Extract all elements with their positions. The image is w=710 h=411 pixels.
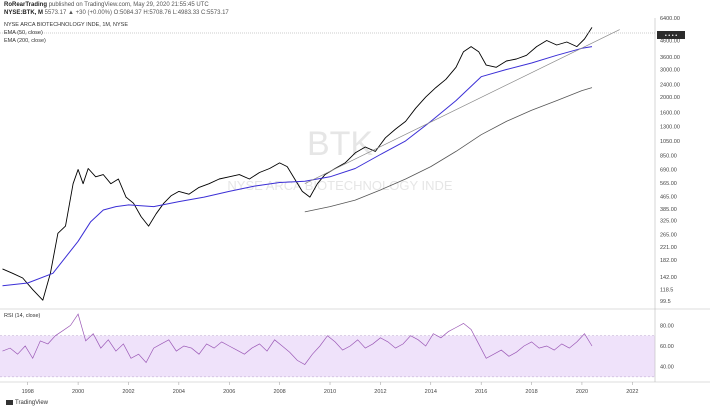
time-tick-label: 2012 bbox=[374, 389, 386, 395]
price-line bbox=[2, 27, 593, 301]
price-tick-label: 1050.00 bbox=[660, 139, 680, 145]
time-tick-label: 2002 bbox=[122, 389, 134, 395]
price-tick-label: 118.5 bbox=[660, 287, 673, 293]
price-tick-label: 385.00 bbox=[660, 207, 677, 213]
watermark-name: NYSE ARCA BIOTECHNOLOGY INDE bbox=[227, 178, 452, 193]
time-tick-label: 2016 bbox=[475, 389, 487, 395]
rsi-line bbox=[2, 313, 593, 365]
ema-50-line bbox=[2, 46, 593, 287]
rsi-tick-label: 40.00 bbox=[660, 365, 674, 371]
ohlc-values: 5573.17 ▲ +30 (+0.00%) O:5084.37 H:5708.… bbox=[44, 10, 229, 16]
brand-label: TradingView bbox=[15, 400, 49, 407]
price-tick-label: 3000.00 bbox=[660, 68, 680, 74]
price-tick-label: 465.00 bbox=[660, 194, 677, 200]
price-tick-label: 325.00 bbox=[660, 219, 677, 225]
tradingview-brand[interactable]: TradingView bbox=[6, 400, 48, 406]
time-tick-label: 2008 bbox=[274, 389, 286, 395]
price-tick-label: 221.00 bbox=[660, 245, 677, 251]
time-tick-label: 2018 bbox=[525, 389, 537, 395]
price-tick-label: 142.00 bbox=[660, 275, 677, 281]
price-tick-label: 182.00 bbox=[660, 258, 677, 264]
ema-200-line bbox=[304, 87, 593, 213]
watermark-ticker: BTK bbox=[307, 125, 373, 163]
publish-line: RoRearTrading published on TradingView.c… bbox=[4, 2, 209, 9]
rsi-tick-label: 60.00 bbox=[660, 344, 674, 350]
legend-ema-50: EMA (50, close) bbox=[4, 30, 43, 36]
time-tick-label: 2006 bbox=[223, 389, 235, 395]
rsi-title: RSI (14, close) bbox=[4, 313, 41, 319]
axes: 6400.00 4600.00 3600.00 3000.00 2400.00 2000.… bbox=[0, 16, 710, 395]
price-tick-label: 1300.00 bbox=[660, 124, 680, 130]
price-tick-label: 3600.00 bbox=[660, 55, 680, 61]
time-tick-label: 2004 bbox=[173, 389, 185, 395]
time-tick-label: 2014 bbox=[425, 389, 437, 395]
trend-line bbox=[304, 29, 620, 185]
price-tick-label: 1600.00 bbox=[660, 110, 680, 116]
rsi-band bbox=[0, 335, 655, 378]
chart-title: NYSE ARCA BIOTECHNOLOGY INDE, 1M, NYSE bbox=[4, 22, 128, 28]
price-tick-label: 565.00 bbox=[660, 181, 677, 187]
time-tick-label: 2010 bbox=[324, 389, 336, 395]
price-tick-label: 690.00 bbox=[660, 167, 677, 173]
legend-ema-200: EMA (200, close) bbox=[4, 38, 46, 44]
price-tick-label: 6400.00 bbox=[660, 16, 680, 22]
time-tick-label: 2022 bbox=[626, 389, 638, 395]
publish-info: published on TradingView.com, May 29, 20… bbox=[48, 2, 209, 8]
watermark: BTK NYSE ARCA BIOTECHNOLOGY INDE bbox=[227, 125, 452, 193]
price-tick-label: 850.00 bbox=[660, 153, 677, 159]
tradingview-logo-icon bbox=[6, 400, 13, 405]
time-tick-label: 2020 bbox=[576, 389, 588, 395]
price-series-layer bbox=[2, 27, 620, 301]
price-tick-label: 4600.00 bbox=[660, 38, 680, 44]
rsi-tick-label: 80.00 bbox=[660, 323, 674, 329]
rsi-band-fill bbox=[0, 335, 655, 377]
price-tick-label: 265.00 bbox=[660, 233, 677, 239]
last-price-label: • • • • bbox=[665, 33, 677, 39]
rsi-series-layer bbox=[2, 313, 593, 365]
last-price-tag[interactable]: • • • • bbox=[657, 31, 685, 39]
price-tick-label: 2400.00 bbox=[660, 83, 680, 89]
time-tick-label: 2000 bbox=[72, 389, 84, 395]
price-tick-label: 99.5 bbox=[660, 299, 671, 305]
symbol-label[interactable]: NYSE:BTK, M bbox=[4, 10, 43, 16]
quote-line: NYSE:BTK, M 5573.17 ▲ +30 (+0.00%) O:508… bbox=[4, 10, 229, 17]
price-tick-label: 2000.00 bbox=[660, 95, 680, 101]
time-tick-label: 1998 bbox=[22, 389, 34, 395]
author-name[interactable]: RoRearTrading bbox=[4, 2, 48, 8]
